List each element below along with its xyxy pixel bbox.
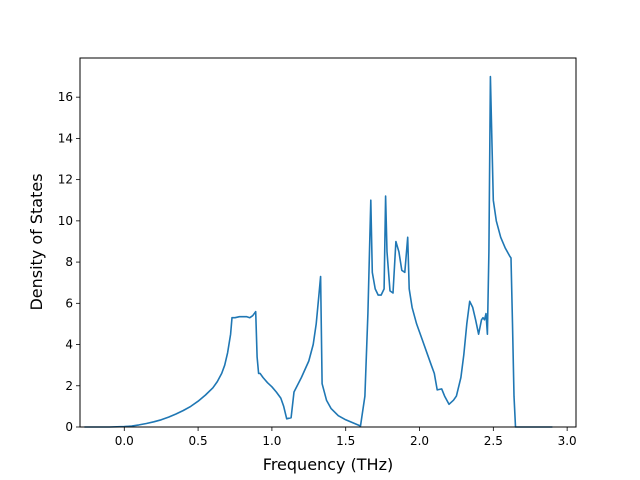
y-tick-label: 6 bbox=[65, 296, 73, 310]
x-tick-label: 1.0 bbox=[262, 434, 281, 448]
y-tick-label: 0 bbox=[65, 420, 73, 434]
dos-series-line bbox=[84, 75, 553, 428]
y-tick-label: 10 bbox=[58, 214, 73, 228]
y-tick-label: 16 bbox=[58, 90, 73, 104]
x-tick-label: 2.5 bbox=[484, 434, 503, 448]
y-tick-label: 12 bbox=[58, 173, 73, 187]
y-axis: 0 2 4 6 8 10 12 14 16 bbox=[58, 90, 80, 434]
axes-frame bbox=[79, 57, 577, 428]
y-axis-label: Density of States bbox=[27, 173, 46, 310]
y-tick-label: 2 bbox=[65, 379, 73, 393]
x-tick-label: 1.5 bbox=[336, 434, 355, 448]
x-axis-label: Frequency (THz) bbox=[263, 455, 393, 474]
x-tick-label: 0.5 bbox=[189, 434, 208, 448]
y-tick-label: 14 bbox=[58, 131, 73, 145]
x-tick-label: 0.0 bbox=[115, 434, 134, 448]
x-tick-label: 3.0 bbox=[558, 434, 577, 448]
x-tick-label: 2.0 bbox=[410, 434, 429, 448]
y-tick-label: 8 bbox=[65, 255, 73, 269]
x-axis: 0.0 0.5 1.0 1.5 2.0 2.5 3.0 bbox=[115, 427, 577, 448]
plot-area bbox=[84, 75, 553, 428]
y-tick-label: 4 bbox=[65, 338, 73, 352]
